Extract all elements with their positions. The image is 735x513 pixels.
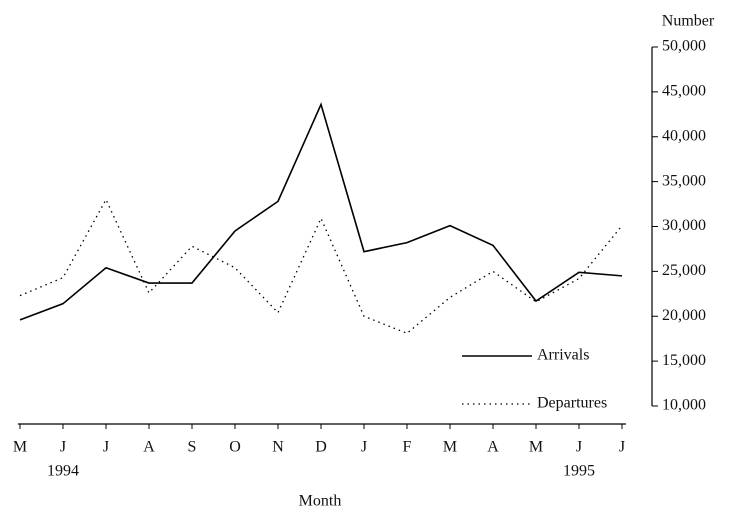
legend-label: Departures bbox=[537, 395, 607, 412]
x-tick-label: J bbox=[103, 439, 109, 456]
x-tick-label: S bbox=[188, 439, 197, 456]
y-tick-label: 40,000 bbox=[662, 127, 706, 144]
y-tick-label: 20,000 bbox=[662, 307, 706, 324]
x-tick-label: J bbox=[60, 439, 66, 456]
x-tick-label: M bbox=[13, 439, 27, 456]
x-tick-label: M bbox=[443, 439, 457, 456]
x-tick-label: N bbox=[272, 439, 284, 456]
y-tick-label: 15,000 bbox=[662, 352, 706, 369]
series-line bbox=[19, 102, 623, 321]
x-year-label: 1994 bbox=[47, 463, 79, 480]
y-tick-label: 50,000 bbox=[662, 38, 706, 55]
x-axis-label: Month bbox=[299, 493, 342, 510]
y-tick-label: 30,000 bbox=[662, 217, 706, 234]
x-tick-label: J bbox=[576, 439, 582, 456]
series-line bbox=[19, 198, 623, 335]
x-tick-label: M bbox=[529, 439, 543, 456]
x-tick-label: A bbox=[487, 439, 499, 456]
x-tick-label: D bbox=[315, 439, 327, 456]
y-axis-label: Number bbox=[662, 13, 715, 30]
y-tick-label: 25,000 bbox=[662, 262, 706, 279]
x-year-label: 1995 bbox=[563, 463, 595, 480]
x-tick-label: J bbox=[619, 439, 625, 456]
legend-label: Arrivals bbox=[537, 347, 589, 364]
x-tick-label: J bbox=[361, 439, 367, 456]
x-tick-label: A bbox=[143, 439, 155, 456]
y-tick-label: 10,000 bbox=[662, 397, 706, 414]
x-tick-label: F bbox=[403, 439, 412, 456]
y-tick-label: 35,000 bbox=[662, 172, 706, 189]
x-tick-label: O bbox=[229, 439, 241, 456]
y-tick-label: 45,000 bbox=[662, 83, 706, 100]
